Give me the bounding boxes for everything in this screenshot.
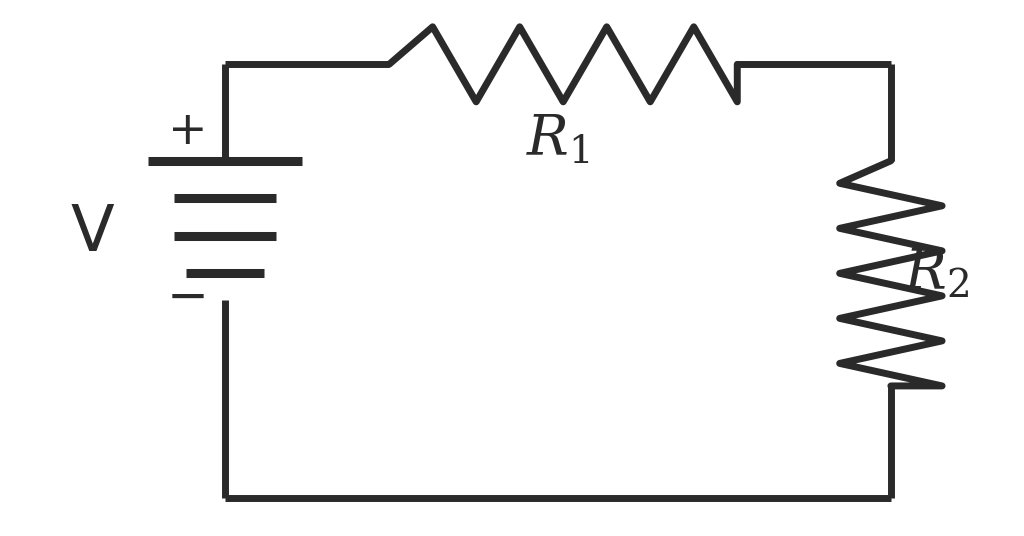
Text: V: V bbox=[71, 202, 114, 264]
Text: $R_2$: $R_2$ bbox=[904, 247, 970, 300]
Text: +: + bbox=[168, 109, 207, 154]
Text: $R_1$: $R_1$ bbox=[526, 113, 590, 166]
Text: −: − bbox=[167, 273, 208, 322]
